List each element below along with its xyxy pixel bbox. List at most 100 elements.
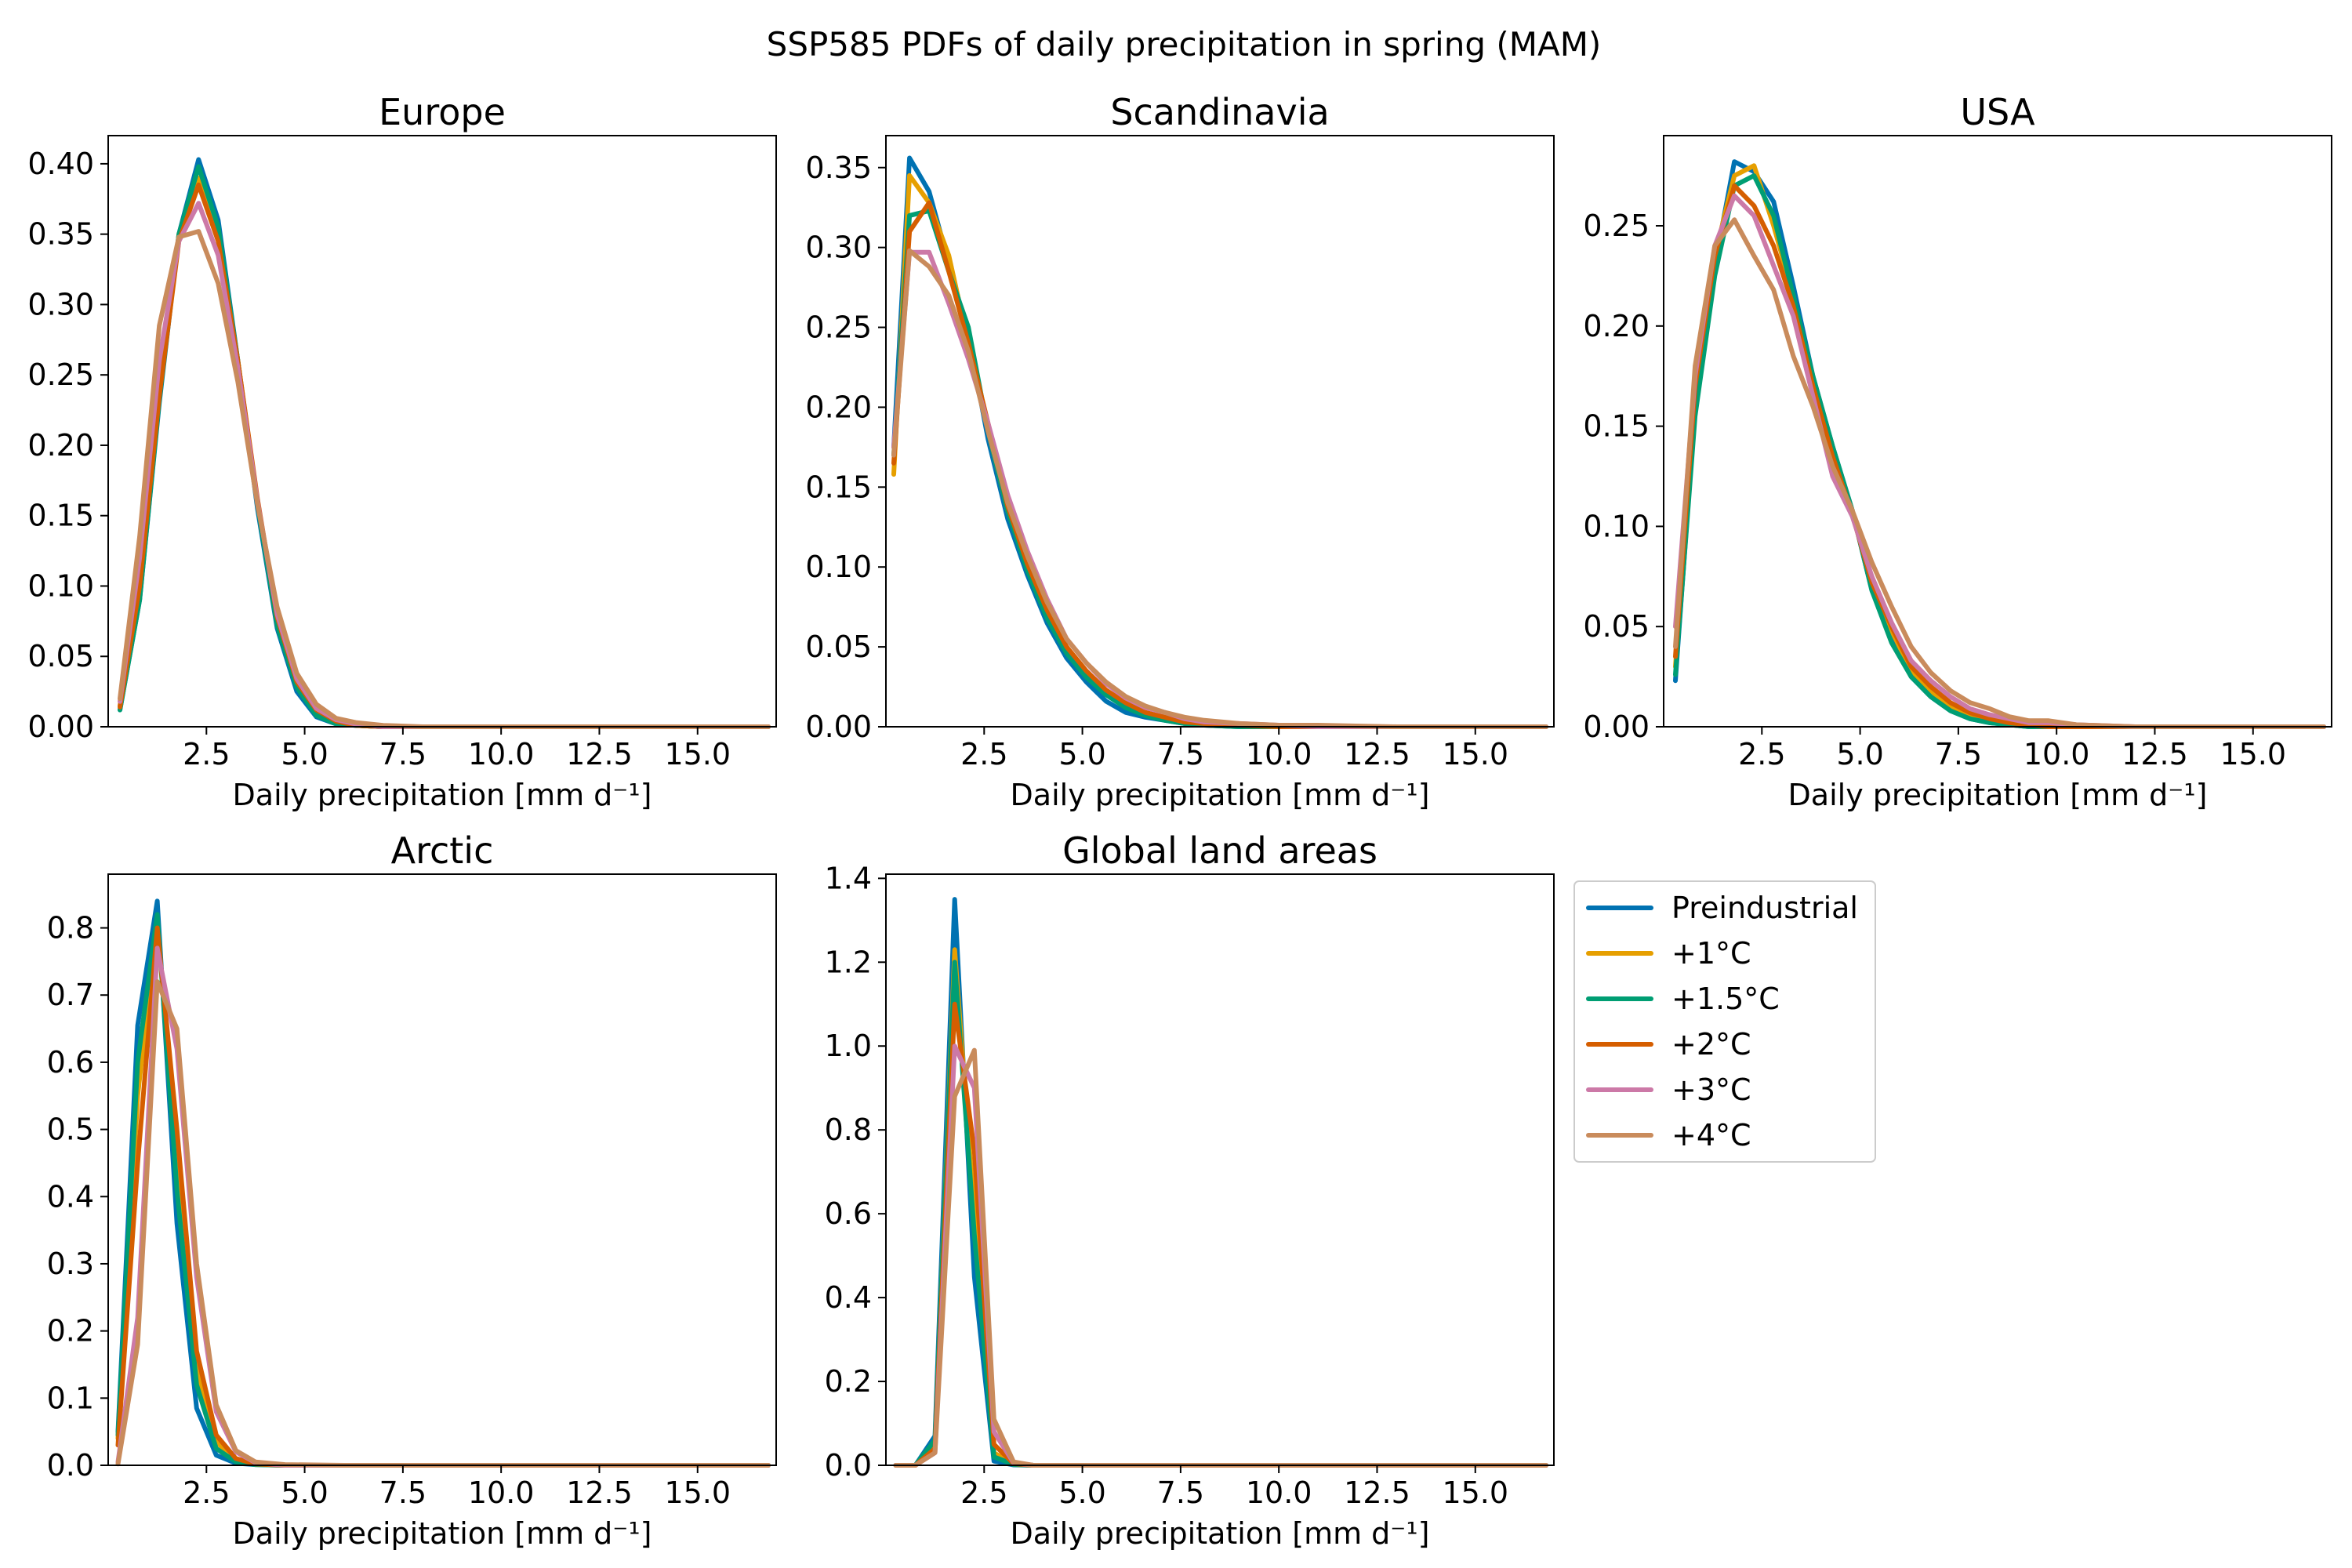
series-line-3: [891, 200, 1548, 729]
x-tick-label: 15.0: [664, 737, 731, 771]
y-tick-label: 0.25: [27, 358, 94, 392]
y-tick-label: 0.2: [47, 1314, 94, 1348]
legend-label: +1.5°C: [1671, 982, 1780, 1016]
y-tick-label: 0.8: [825, 1112, 872, 1147]
y-tick-label: 0.5: [47, 1112, 94, 1147]
y-tick-label: 0.00: [805, 710, 872, 744]
panels: Europe 2.5 5.0 7.5 10.0 12.5 15.0 0.00 0.05 0.10 0…: [27, 91, 2332, 1551]
y-tick-label: 0.05: [1583, 609, 1650, 644]
series-line-2: [115, 912, 771, 1468]
x-tick-label: 10.0: [468, 1475, 535, 1510]
panel-title: USA: [1960, 91, 2035, 133]
y-tick-label: 0.35: [27, 217, 94, 252]
y-tick-label: 0.30: [27, 287, 94, 321]
panel-title: Global land areas: [1062, 829, 1377, 872]
x-tick-label: 12.5: [2122, 737, 2188, 771]
legend-label: +2°C: [1671, 1027, 1751, 1062]
x-axis-label: Daily precipitation [mm d⁻¹]: [233, 1516, 652, 1551]
x-tick-label: 15.0: [1442, 1475, 1508, 1510]
x-tick-label: 10.0: [1246, 1475, 1312, 1510]
panel-title: Arctic: [391, 829, 494, 872]
x-tick-label: 5.0: [281, 1475, 328, 1510]
series-line-4: [891, 249, 1548, 729]
plot-frame: [107, 873, 777, 1466]
y-tick-label: 0.6: [825, 1196, 872, 1231]
y-tick-label: 0.0: [825, 1448, 872, 1483]
series-line-5: [1673, 217, 2326, 729]
panel-3: Arctic 2.5 5.0 7.5 10.0 12.5 15.0 0.0 0.1 0.2 0.3 0…: [47, 829, 777, 1551]
y-tick-label: 0.6: [47, 1045, 94, 1080]
y-tick-label: 0.05: [805, 630, 872, 664]
y-tick-label: 1.2: [825, 945, 872, 979]
y-tick-label: 0.40: [27, 147, 94, 181]
y-tick-label: 0.10: [27, 568, 94, 603]
legend-label: +3°C: [1671, 1073, 1751, 1107]
series-line-3: [118, 182, 771, 729]
y-tick-label: 0.25: [805, 310, 872, 345]
x-axis-label: Daily precipitation [mm d⁻¹]: [1011, 778, 1430, 812]
series-line-5: [891, 248, 1548, 729]
y-tick-label: 0.4: [825, 1280, 872, 1315]
panel-title: Scandinavia: [1110, 91, 1329, 133]
y-tick-label: 1.0: [825, 1029, 872, 1063]
x-tick-label: 15.0: [1442, 737, 1508, 771]
x-tick-label: 10.0: [1246, 737, 1312, 771]
x-axis-label: Daily precipitation [mm d⁻¹]: [1788, 778, 2208, 812]
y-tick-label: 0.3: [47, 1247, 94, 1281]
x-tick-label: 12.5: [566, 1475, 633, 1510]
x-tick-label: 5.0: [1836, 737, 1883, 771]
y-tick-label: 0.00: [27, 710, 94, 744]
x-tick-label: 5.0: [281, 737, 328, 771]
panel-0: Europe 2.5 5.0 7.5 10.0 12.5 15.0 0.00 0.05 0.10 0…: [27, 91, 777, 812]
legend-label: Preindustrial: [1671, 891, 1858, 925]
x-tick-label: 2.5: [960, 737, 1007, 771]
y-tick-label: 0.15: [27, 499, 94, 533]
panel-2: USA 2.5 5.0 7.5 10.0 12.5 15.0 0.00 0.05 0.10 0.15…: [1583, 91, 2332, 812]
y-tick-label: 0.30: [805, 230, 872, 265]
series-line-0: [115, 898, 771, 1468]
y-tick-label: 0.0: [47, 1448, 94, 1483]
x-tick-label: 7.5: [379, 1475, 426, 1510]
plot-frame: [885, 135, 1555, 728]
panel-title: Europe: [379, 91, 506, 133]
y-tick-label: 0.10: [1583, 509, 1650, 543]
x-tick-label: 5.0: [1058, 1475, 1105, 1510]
legend: Preindustrial +1°C +1.5°C +2°C +3°C +4°C: [1573, 880, 1876, 1163]
x-tick-label: 10.0: [468, 737, 535, 771]
y-tick-label: 1.4: [825, 861, 872, 895]
series-line-5: [118, 229, 771, 729]
y-tick-label: 0.8: [47, 911, 94, 946]
legend-label: +1°C: [1671, 936, 1751, 971]
series-line-5: [115, 979, 771, 1468]
y-tick-label: 0.2: [825, 1364, 872, 1399]
panel-4: Global land areas 2.5 5.0 7.5 10.0 12.5 15.0 0.…: [825, 829, 1555, 1551]
y-tick-label: 0.25: [1583, 209, 1650, 243]
legend-label: +4°C: [1671, 1118, 1751, 1152]
x-axis-label: Daily precipitation [mm d⁻¹]: [233, 778, 652, 812]
series-line-2: [891, 208, 1548, 729]
x-tick-label: 12.5: [1344, 1475, 1410, 1510]
x-tick-label: 10.0: [2024, 737, 2090, 771]
x-tick-label: 2.5: [960, 1475, 1007, 1510]
y-tick-label: 0.4: [47, 1179, 94, 1214]
plot-frame: [885, 873, 1555, 1466]
y-tick-label: 0.20: [805, 390, 872, 424]
y-tick-label: 0.15: [1583, 409, 1650, 444]
panel-1: Scandinavia 2.5 5.0 7.5 10.0 12.5 15.0 0.00 0.05…: [805, 91, 1555, 812]
series-line-4: [1673, 193, 2326, 729]
plot-frame: [1663, 135, 2332, 728]
x-tick-label: 15.0: [664, 1475, 731, 1510]
x-axis-label: Daily precipitation [mm d⁻¹]: [1011, 1516, 1430, 1551]
x-tick-label: 2.5: [1738, 737, 1785, 771]
y-tick-label: 0.10: [805, 550, 872, 584]
figure-title: SSP585 PDFs of daily precipitation in sp…: [767, 25, 1602, 64]
y-tick-label: 0.05: [27, 639, 94, 673]
x-tick-label: 12.5: [1344, 737, 1410, 771]
x-tick-label: 7.5: [1935, 737, 1982, 771]
y-tick-label: 0.20: [27, 428, 94, 463]
y-tick-label: 0.00: [1583, 710, 1650, 744]
x-tick-label: 7.5: [1157, 737, 1204, 771]
y-tick-label: 0.20: [1583, 309, 1650, 343]
y-tick-label: 0.1: [47, 1381, 94, 1415]
